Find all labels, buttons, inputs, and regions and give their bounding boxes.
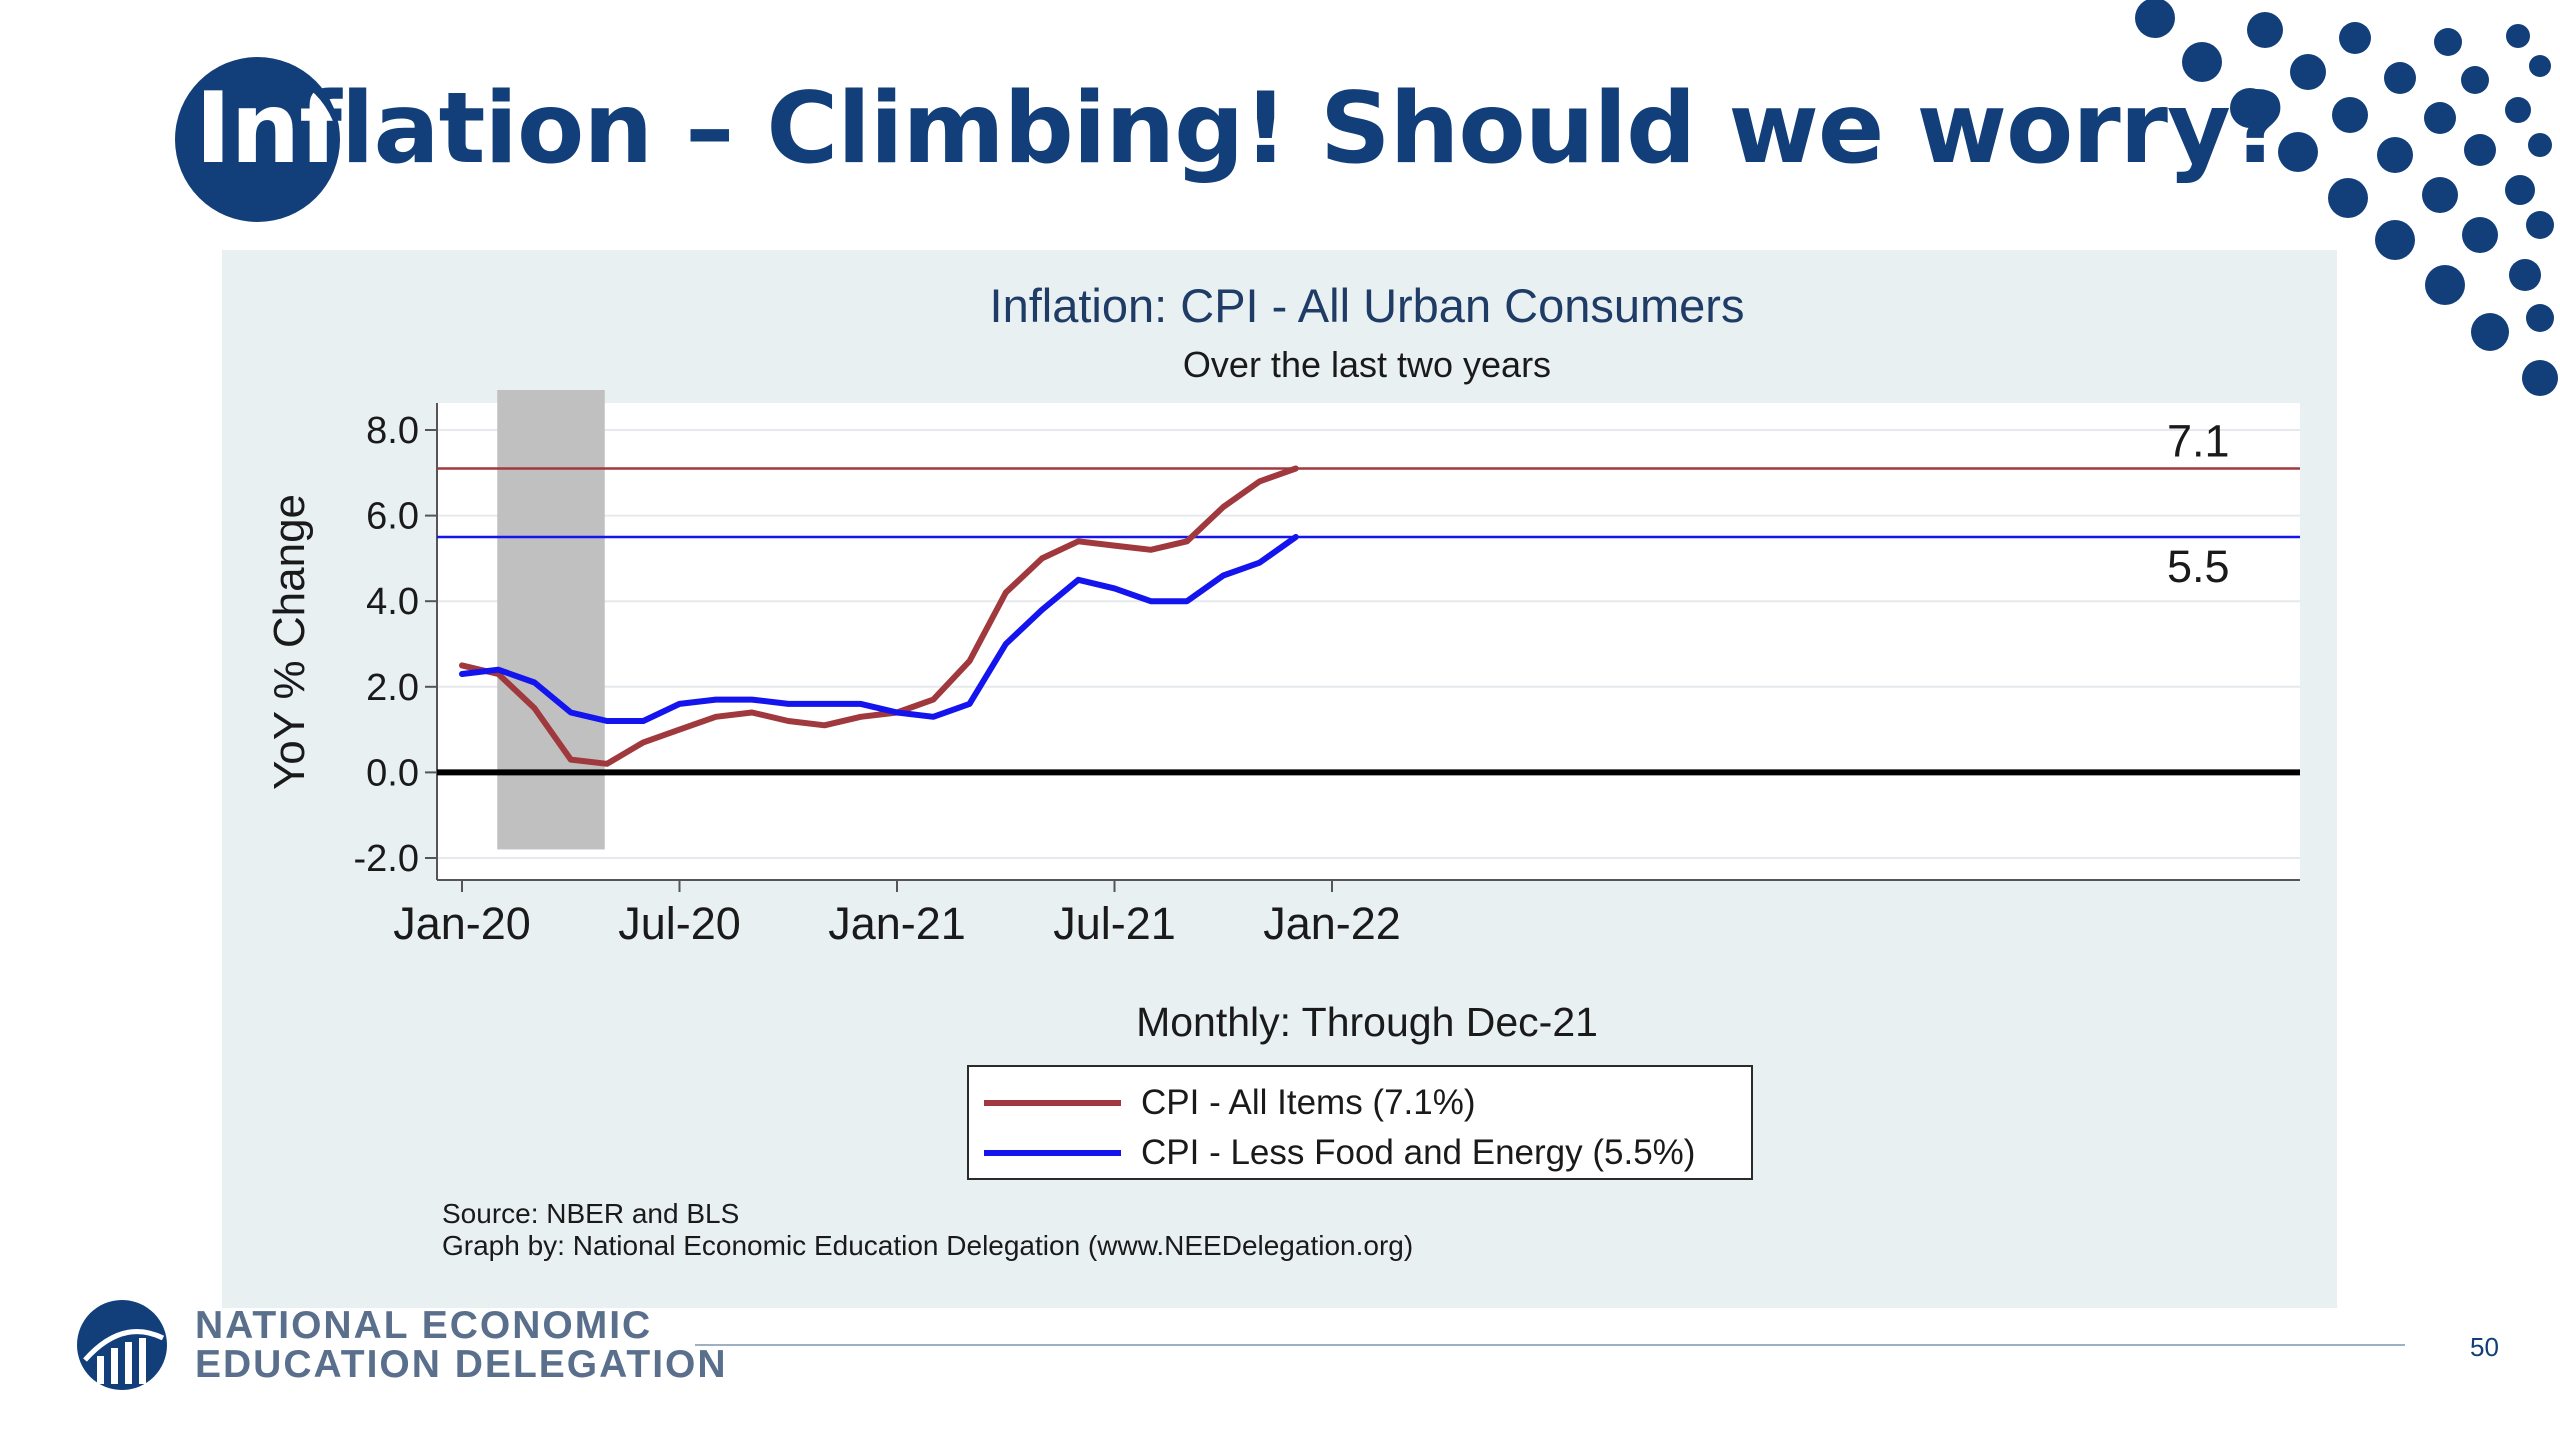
decorative-dot: [2462, 217, 2498, 253]
decorative-dot: [2471, 313, 2509, 351]
y-axis-label: YoY % Change: [265, 494, 314, 790]
decorative-dot: [2424, 102, 2456, 134]
decorative-dot: [2522, 360, 2558, 396]
decorative-dot: [2526, 304, 2554, 332]
chart-panel: Inflation: CPI - All Urban Consumers Over…: [222, 250, 2337, 1308]
y-tick-label: 8.0: [366, 410, 419, 452]
chart-title: Inflation: CPI - All Urban Consumers: [990, 279, 1745, 332]
decorative-dot: [2290, 54, 2326, 90]
reference-label-all-items: 7.1: [2167, 416, 2230, 467]
chart-legend: CPI - All Items (7.1%) CPI - Less Food a…: [967, 1065, 1753, 1180]
line-cpi-core: [459, 534, 1299, 724]
y-tick-label: 0.0: [366, 752, 419, 794]
x-tick-label: Jul-21: [1053, 898, 1176, 949]
graph-credit-note: Graph by: National Economic Education De…: [442, 1230, 1414, 1261]
org-name-line2: EDUCATION DELEGATION: [195, 1343, 728, 1386]
decorative-dot: [2247, 12, 2283, 48]
decorative-dot: [2461, 66, 2489, 94]
decorative-dot: [2464, 134, 2496, 166]
org-name-line1: NATIONAL ECONOMIC: [195, 1304, 653, 1347]
page-number: 50: [2470, 1332, 2499, 1362]
line-cpi-all-items: [459, 465, 1299, 767]
decorative-dot: [2425, 265, 2465, 305]
legend-swatch-cpi-all-items: [984, 1100, 1121, 1106]
footer-divider: [695, 1344, 2405, 1346]
title-circle-accent: [175, 57, 340, 222]
decorative-dot: [2339, 22, 2371, 54]
plot-area: [437, 403, 2300, 880]
org-name: NATIONAL ECONOMIC EDUCATION DELEGATION: [195, 1306, 728, 1384]
legend-label-cpi-all-items: CPI - All Items (7.1%): [1141, 1083, 1476, 1122]
source-note: Source: NBER and BLS: [442, 1198, 740, 1229]
x-axis-label: Monthly: Through Dec-21: [1136, 999, 1598, 1045]
x-tick-label: Jan-20: [393, 898, 531, 949]
legend-item-cpi-core: CPI - Less Food and Energy (5.5%): [984, 1133, 1695, 1173]
decorative-dot: [2332, 97, 2368, 133]
decorative-dot: [2506, 24, 2530, 48]
decorative-dot: [2526, 211, 2554, 239]
decorative-dot: [2505, 97, 2531, 123]
recession-shading: [497, 390, 605, 850]
decorative-dot: [2422, 177, 2458, 213]
decorative-dot: [2377, 137, 2413, 173]
y-tick-label: -2.0: [354, 838, 419, 880]
decorative-dot: [2434, 28, 2462, 56]
decorative-dot: [2135, 0, 2175, 38]
x-tick-label: Jul-20: [618, 898, 741, 949]
ned-logo-icon: [77, 1300, 167, 1390]
legend-swatch-cpi-core: [984, 1150, 1121, 1156]
y-tick-label: 4.0: [366, 581, 419, 623]
decorative-dot: [2509, 259, 2541, 291]
x-tick-label: Jan-22: [1263, 898, 1401, 949]
decorative-dot: [2529, 55, 2551, 77]
decorative-dot: [2528, 133, 2552, 157]
decorative-dot: [2384, 62, 2416, 94]
y-tick-label: 6.0: [366, 496, 419, 538]
legend-item-cpi-all-items: CPI - All Items (7.1%): [984, 1083, 1476, 1123]
x-tick-label: Jan-21: [828, 898, 966, 949]
decorative-dot: [2375, 220, 2415, 260]
decorative-dot: [2505, 175, 2535, 205]
y-tick-label: 2.0: [366, 667, 419, 709]
decorative-dot: [2328, 178, 2368, 218]
cpi-line-chart: Inflation: CPI - All Urban Consumers Over…: [265, 279, 2300, 1045]
legend-label-cpi-core: CPI - Less Food and Energy (5.5%): [1141, 1133, 1696, 1172]
slide-title: Inflation – Climbing! Should we worry?: [195, 72, 2287, 186]
chart-subtitle: Over the last two years: [1183, 344, 1551, 385]
reference-label-core: 5.5: [2167, 541, 2230, 592]
